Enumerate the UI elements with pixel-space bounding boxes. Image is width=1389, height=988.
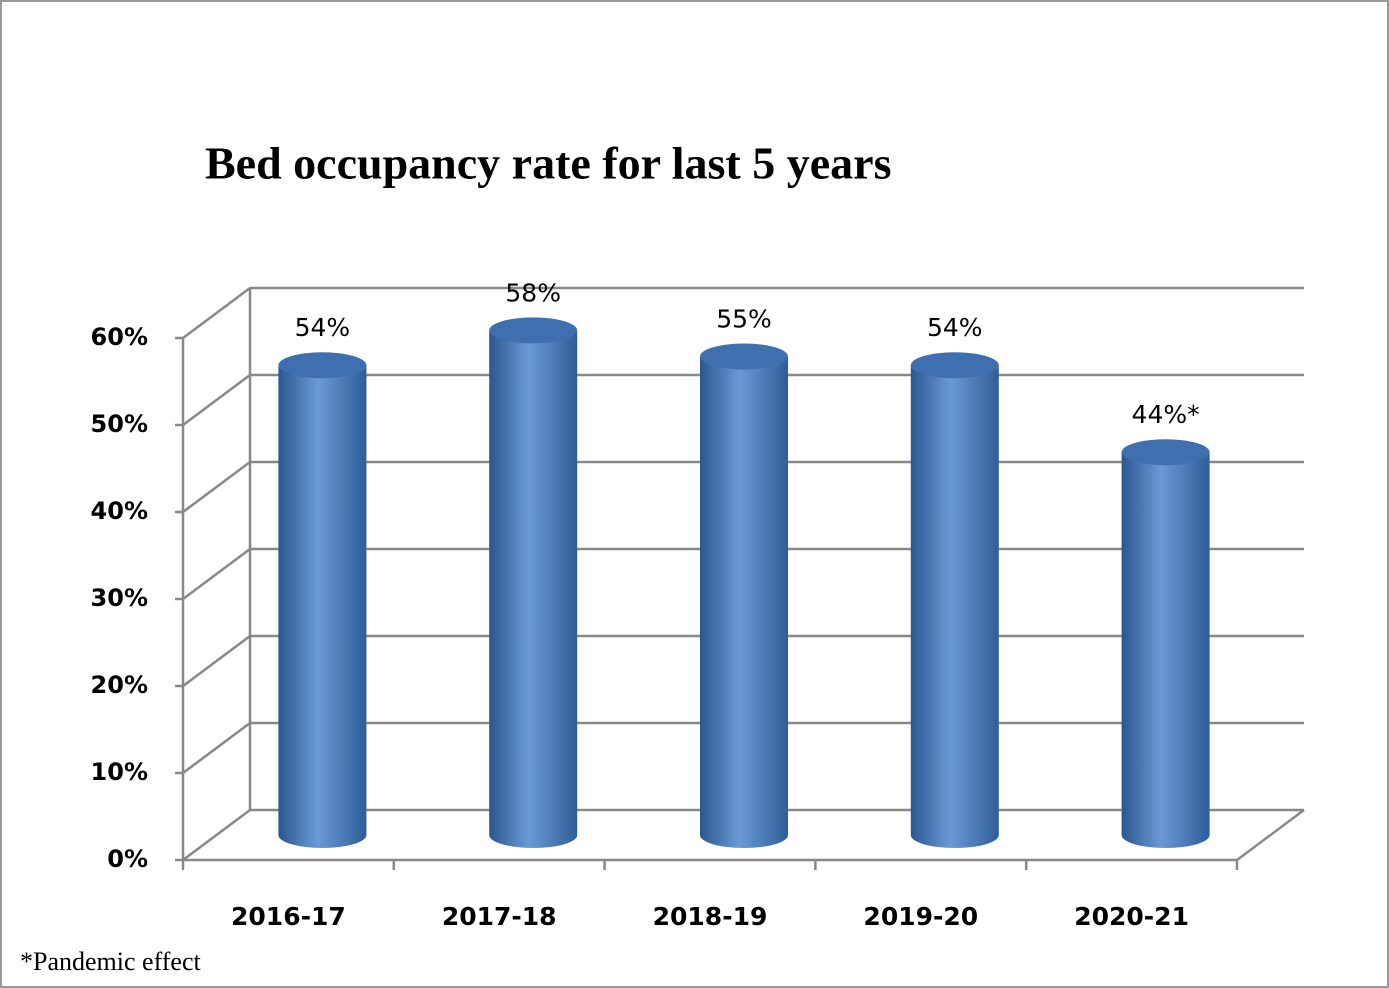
grid-line [182, 373, 251, 427]
x-tick-label: 2018-19 [653, 902, 768, 931]
bar [910, 365, 999, 849]
grid-line [182, 721, 251, 775]
chart-title: Bed occupancy rate for last 5 years [205, 138, 891, 189]
x-tick-label: 2017-18 [442, 902, 557, 931]
x-tick-label: 2020-21 [1074, 902, 1189, 931]
value-label: 44%* [1132, 400, 1200, 429]
grid-line [182, 286, 251, 340]
value-label: 55% [716, 305, 772, 334]
x-tick-label: 2019-20 [863, 902, 978, 931]
y-tick-label: 10% [91, 758, 148, 786]
y-tick-label: 50% [91, 410, 148, 438]
y-tick-label: 20% [91, 671, 148, 699]
y-tick-label: 60% [91, 323, 148, 351]
bar [489, 330, 578, 849]
bar-top [1121, 439, 1210, 466]
footnote: *Pandemic effect [20, 947, 201, 976]
bar-top [700, 343, 788, 370]
grid-line [182, 634, 251, 688]
bar-top [278, 352, 367, 379]
value-label: 58% [505, 278, 561, 307]
grid-line [182, 460, 251, 514]
bar [700, 356, 788, 848]
grid-line [182, 808, 251, 862]
y-tick-label: 30% [91, 584, 148, 612]
bar-top [910, 352, 999, 379]
value-label: 54% [295, 313, 351, 342]
bar-top [489, 317, 578, 344]
grid-line [182, 547, 251, 601]
value-label: 54% [927, 313, 983, 342]
y-tick-label: 0% [107, 845, 148, 873]
bar [1121, 452, 1210, 849]
floor-edge [1236, 808, 1305, 862]
x-tick-label: 2016-17 [231, 902, 346, 931]
y-tick-label: 40% [91, 497, 148, 525]
bar [278, 365, 367, 848]
